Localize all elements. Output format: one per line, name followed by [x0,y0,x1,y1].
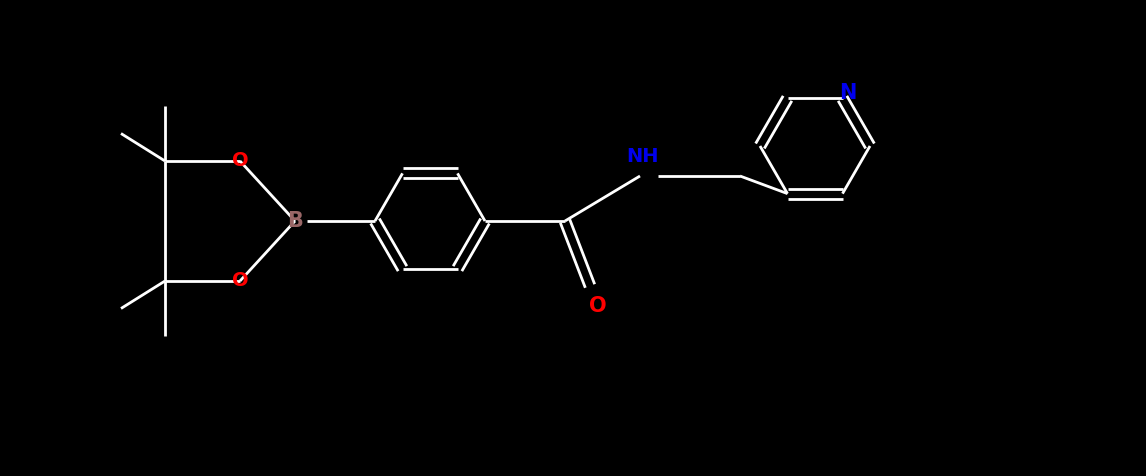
Text: O: O [231,271,249,290]
Text: N: N [839,83,856,103]
Text: O: O [231,151,249,170]
Text: O: O [589,296,607,316]
Text: B: B [286,211,303,231]
Text: NH: NH [627,147,659,166]
